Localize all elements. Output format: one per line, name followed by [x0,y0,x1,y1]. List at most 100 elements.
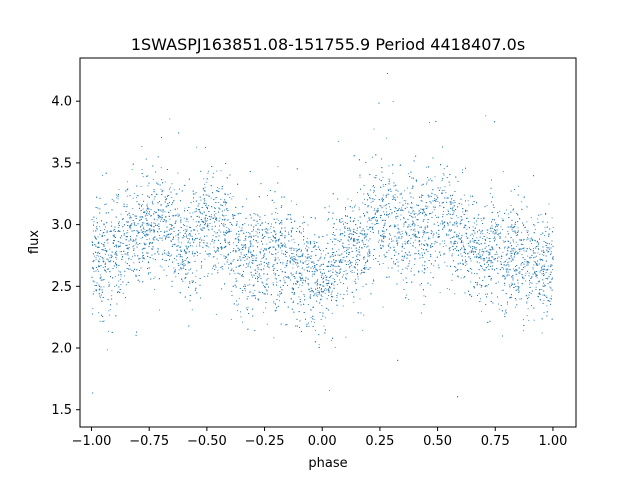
data-point [388,243,390,245]
data-point [206,253,208,255]
data-point [382,184,384,186]
data-point [324,256,326,258]
data-point [302,222,304,224]
data-point [536,277,538,279]
data-point [372,283,374,285]
data-point [339,269,341,271]
data-point [385,207,387,209]
data-point [99,256,101,257]
data-point [491,262,493,264]
data-point [383,241,385,243]
data-point [137,233,139,234]
data-point [100,277,102,279]
data-point [207,205,209,207]
data-point [383,205,385,207]
data-point [398,209,400,210]
data-point [348,240,350,242]
data-point [528,319,530,321]
data-point [375,219,376,221]
data-point [403,248,405,250]
data-point [458,232,460,234]
data-point [459,239,461,240]
data-point [130,217,132,219]
data-point [209,243,211,245]
data-point [247,306,249,308]
data-point [224,209,225,211]
data-point [508,284,510,286]
data-point [141,205,142,206]
data-point [99,320,101,322]
data-point [401,268,403,270]
data-point [131,223,133,225]
data-point [333,265,335,267]
data-point [250,236,252,238]
data-point [296,283,298,285]
data-point [413,264,415,265]
data-point [353,301,355,303]
data-point [420,199,422,201]
data-point [345,208,346,210]
data-point [146,223,148,224]
data-point [224,246,226,248]
data-point [238,236,240,237]
data-point [474,272,475,274]
data-point [399,219,401,221]
data-point [295,203,297,205]
data-point [95,227,97,229]
data-point [412,221,414,223]
data-point [414,230,416,232]
data-point [184,249,186,251]
data-point [457,217,459,219]
data-point [357,276,359,278]
data-point [336,219,338,220]
data-point [422,229,424,231]
data-point [406,294,407,296]
data-point [382,231,384,233]
data-point [160,188,162,190]
data-point [523,319,524,321]
data-point [354,266,356,268]
data-point [127,181,129,183]
data-point [203,239,205,241]
data-point [127,229,129,231]
data-point [174,215,176,217]
data-point [308,247,310,249]
data-point [148,229,150,231]
data-point [334,243,336,245]
data-point [543,274,545,276]
data-point [362,241,364,243]
data-point [518,291,520,293]
data-point [180,242,182,244]
data-point [391,213,393,215]
data-point [313,240,315,242]
data-point [308,263,310,265]
data-point [116,258,118,260]
data-point [510,205,512,207]
data-point [170,210,171,212]
data-point [218,202,219,203]
data-point [455,220,457,222]
data-point [291,239,293,241]
data-point [354,217,356,219]
data-point [316,270,318,272]
data-point [419,254,421,256]
data-point [439,223,441,225]
data-point [344,221,346,223]
data-point [261,233,263,235]
data-point [400,233,402,235]
data-point [212,267,213,269]
data-point [332,217,333,219]
data-point [211,226,213,227]
data-point [318,235,320,237]
data-point [539,253,541,255]
data-point [533,319,535,321]
data-point [382,176,384,178]
data-point [395,240,397,242]
data-point [126,204,128,206]
data-point [487,266,489,268]
data-point [382,306,384,308]
data-point [367,206,369,208]
data-point [324,288,326,289]
data-point [416,236,418,238]
data-point [205,147,206,148]
